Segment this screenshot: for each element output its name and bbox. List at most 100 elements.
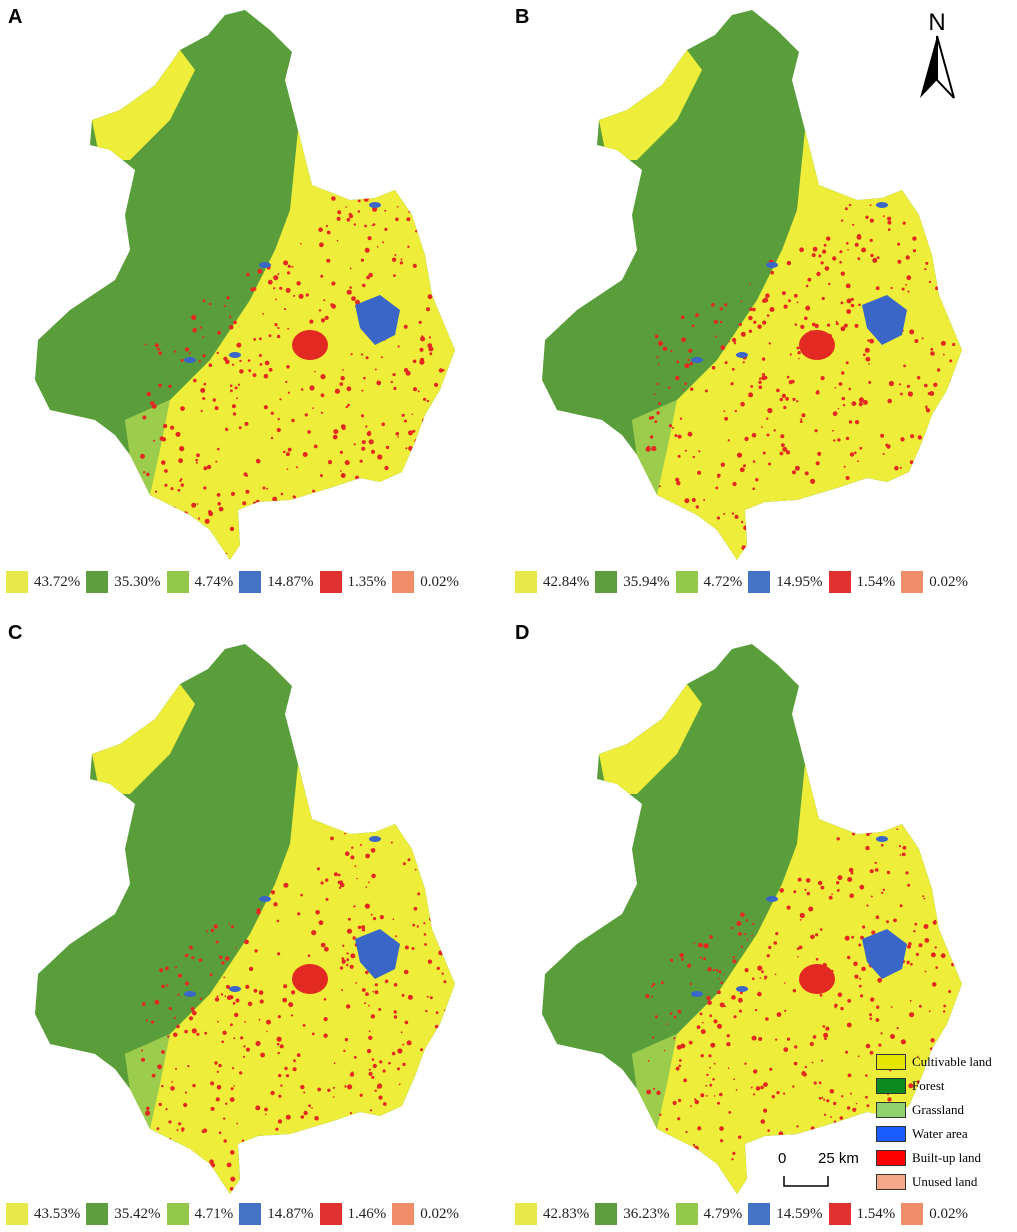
built-up-patch [433, 289, 437, 293]
built-up-patch [882, 215, 885, 218]
built-up-patch [384, 227, 388, 231]
built-up-patch [905, 548, 908, 551]
land-use-map [35, 10, 455, 560]
built-up-patch [906, 960, 910, 965]
built-up-patch [419, 347, 424, 352]
scale-bar: 0 25 km [778, 1150, 868, 1195]
built-up-patch [711, 365, 716, 370]
built-up-patch [210, 1081, 215, 1086]
built-up-patch [668, 424, 673, 428]
built-up-patch [847, 249, 849, 251]
built-up-patch [928, 1010, 931, 1013]
built-up-patch [233, 1037, 236, 1040]
built-up-patch [800, 418, 803, 421]
built-up-patch [707, 967, 712, 972]
built-up-patch [184, 347, 190, 352]
built-up-patch [376, 246, 379, 248]
built-up-patch [397, 1067, 400, 1071]
built-up-patch [866, 832, 870, 836]
built-up-patch [256, 910, 261, 915]
built-up-patch [242, 501, 247, 506]
built-up-patch [230, 389, 233, 393]
built-up-patch [422, 482, 428, 488]
built-up-patch [421, 1080, 427, 1086]
built-up-patch [157, 1064, 162, 1070]
built-up-patch [912, 236, 917, 241]
built-up-patch [155, 1158, 160, 1163]
built-up-patch [336, 216, 341, 221]
built-up-patch [302, 1149, 307, 1153]
built-up-patch [877, 502, 881, 506]
built-up-patch [361, 446, 366, 451]
built-up-patch [677, 454, 681, 458]
built-up-patch [287, 515, 290, 518]
built-up-patch [710, 1042, 716, 1048]
built-up-patch [775, 1038, 778, 1041]
built-up-patch [880, 1032, 883, 1035]
built-up-patch [649, 500, 653, 504]
stat-item: 14.59% [748, 1203, 823, 1225]
built-up-patch [694, 1098, 697, 1101]
built-up-patch [682, 389, 685, 391]
built-up-patch [332, 434, 338, 440]
built-up-patch [189, 945, 193, 950]
built-up-patch [934, 946, 937, 949]
built-up-patch [422, 418, 427, 424]
built-up-patch [691, 497, 696, 503]
built-up-patch [173, 535, 178, 540]
built-up-patch [876, 1005, 880, 1009]
built-up-patch [920, 535, 924, 540]
built-up-patch [656, 1090, 661, 1095]
built-up-patch [379, 529, 384, 534]
stat-item: 1.35% [319, 571, 386, 593]
built-up-patch [311, 1129, 314, 1132]
built-up-patch [736, 452, 743, 458]
built-up-patch [793, 890, 797, 894]
built-up-patch [169, 1171, 173, 1175]
built-up-patch [364, 903, 370, 909]
built-up-patch [401, 993, 405, 997]
built-up-patch [221, 1040, 224, 1044]
built-up-patch [340, 526, 346, 532]
built-up-patch [914, 518, 920, 524]
stat-item: 4.79% [675, 1203, 742, 1225]
built-up-patch [332, 1096, 335, 1098]
lake [355, 929, 400, 979]
built-up-patch [161, 1172, 167, 1178]
built-up-patch [365, 1159, 370, 1165]
built-up-patch [354, 865, 357, 868]
built-up-patch [856, 1123, 860, 1128]
built-up-patch [311, 1032, 315, 1036]
built-up-patch [210, 1162, 216, 1168]
built-up-patch [778, 513, 782, 518]
built-up-patch [953, 444, 959, 450]
built-up-patch [784, 541, 787, 544]
legend-item: Built-up land [876, 1146, 1016, 1170]
built-up-patch [820, 1059, 824, 1062]
reservoir [369, 836, 381, 842]
built-up-patch [337, 873, 341, 877]
built-up-patch [239, 369, 244, 374]
built-up-patch [752, 307, 756, 312]
built-up-patch [229, 526, 235, 532]
built-up-patch [276, 1036, 282, 1042]
built-up-patch [180, 406, 185, 411]
reservoir [691, 357, 703, 363]
built-up-patch [910, 963, 913, 966]
built-up-patch [897, 259, 902, 264]
built-up-patch [357, 925, 362, 929]
built-up-patch [825, 501, 828, 504]
built-up-patch [898, 845, 902, 848]
built-up-patch [796, 400, 799, 403]
built-up-patch [150, 532, 154, 536]
built-up-patch [252, 539, 256, 543]
built-up-patch [325, 224, 328, 228]
built-up-patch [444, 1009, 446, 1012]
built-up-patch [865, 845, 870, 851]
built-up-patch [741, 545, 747, 551]
built-up-patch [188, 1016, 194, 1021]
built-up-patch [284, 308, 287, 311]
built-up-patch [146, 472, 150, 477]
built-up-patch [799, 247, 804, 253]
built-up-patch [786, 375, 790, 379]
